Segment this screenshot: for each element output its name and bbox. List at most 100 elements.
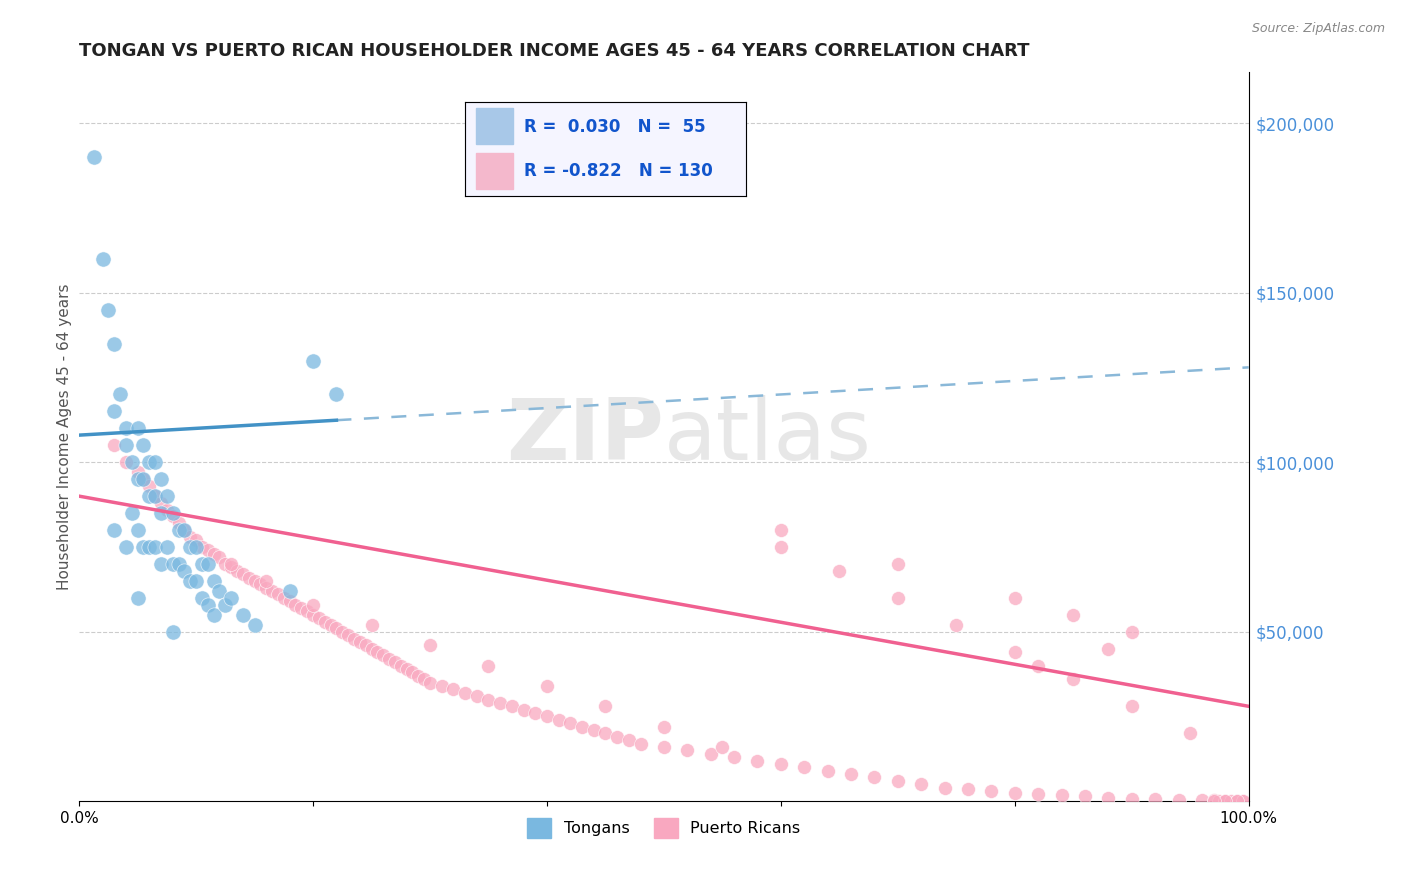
Point — [887, 591, 910, 605]
Point — [103, 438, 125, 452]
Point — [489, 696, 512, 710]
Point — [184, 533, 207, 548]
Point — [83, 150, 105, 164]
Point — [360, 618, 382, 632]
Point — [1004, 786, 1026, 800]
Point — [127, 421, 149, 435]
Point — [91, 252, 114, 266]
Point — [202, 547, 225, 561]
Point — [1191, 793, 1213, 807]
Point — [1180, 726, 1202, 740]
Text: atlas: atlas — [664, 395, 872, 478]
Point — [97, 302, 120, 317]
Point — [1121, 624, 1143, 639]
Point — [243, 574, 266, 588]
Point — [219, 591, 242, 605]
Point — [1213, 794, 1236, 808]
Point — [1202, 793, 1225, 807]
Point — [408, 669, 430, 683]
Point — [302, 353, 325, 368]
Point — [162, 557, 184, 571]
Point — [652, 720, 675, 734]
Point — [150, 557, 173, 571]
Point — [1121, 699, 1143, 714]
Point — [103, 523, 125, 537]
Point — [184, 574, 207, 588]
Point — [1213, 794, 1236, 808]
Point — [214, 557, 236, 571]
Point — [121, 455, 143, 469]
Point — [132, 540, 155, 554]
Point — [143, 455, 166, 469]
Point — [267, 587, 290, 601]
Point — [138, 479, 160, 493]
Point — [156, 489, 179, 503]
Point — [934, 780, 956, 795]
Point — [290, 601, 312, 615]
Point — [582, 723, 605, 737]
Point — [325, 621, 347, 635]
Point — [349, 635, 371, 649]
Point — [284, 598, 307, 612]
Point — [208, 584, 231, 599]
Point — [150, 472, 173, 486]
Point — [956, 782, 979, 797]
Point — [238, 570, 260, 584]
Point — [173, 564, 195, 578]
Point — [1226, 794, 1249, 808]
Point — [477, 658, 499, 673]
Point — [138, 455, 160, 469]
Point — [360, 641, 382, 656]
Point — [167, 523, 190, 537]
Point — [156, 540, 179, 554]
Point — [167, 557, 190, 571]
Point — [108, 387, 131, 401]
Point — [138, 540, 160, 554]
Point — [910, 777, 932, 791]
Point — [441, 682, 464, 697]
Point — [302, 598, 325, 612]
Point — [1050, 788, 1073, 802]
Point — [676, 743, 699, 757]
Point — [314, 615, 336, 629]
Point — [430, 679, 453, 693]
Point — [389, 658, 412, 673]
Point — [191, 557, 214, 571]
Point — [232, 567, 254, 582]
Point — [138, 489, 160, 503]
Point — [262, 584, 284, 599]
Point — [1144, 792, 1167, 806]
Point — [208, 550, 231, 565]
Point — [214, 598, 236, 612]
Point — [127, 472, 149, 486]
Point — [512, 703, 534, 717]
Point — [1004, 591, 1026, 605]
Point — [278, 594, 301, 608]
Point — [606, 730, 628, 744]
Point — [1004, 645, 1026, 659]
Point — [1062, 607, 1084, 622]
Point — [156, 502, 179, 516]
Point — [127, 591, 149, 605]
Point — [132, 472, 155, 486]
Point — [173, 523, 195, 537]
Point — [179, 574, 201, 588]
Point — [1097, 641, 1119, 656]
Point — [295, 604, 318, 618]
Point — [337, 628, 360, 642]
Point — [630, 737, 652, 751]
Text: Source: ZipAtlas.com: Source: ZipAtlas.com — [1251, 22, 1385, 36]
Point — [254, 574, 277, 588]
Point — [887, 773, 910, 788]
Point — [319, 618, 342, 632]
Point — [1202, 794, 1225, 808]
Point — [167, 516, 190, 531]
Point — [945, 618, 967, 632]
Point — [477, 692, 499, 706]
Point — [863, 771, 886, 785]
Point — [711, 739, 734, 754]
Point — [595, 699, 617, 714]
Point — [179, 530, 201, 544]
Point — [115, 540, 138, 554]
Point — [162, 509, 184, 524]
